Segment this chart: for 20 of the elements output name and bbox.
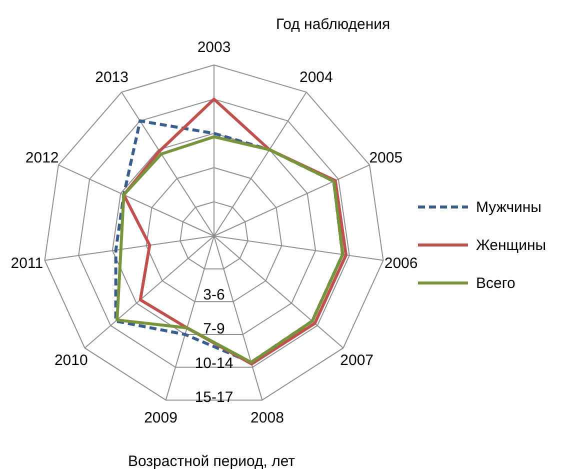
spoke-label: 2008: [250, 409, 284, 426]
spoke-label: 2003: [197, 39, 231, 56]
legend-label: Женщины: [476, 236, 546, 254]
spoke-label: 2013: [95, 69, 129, 86]
y-tick-label: 10-14: [194, 354, 234, 372]
spoke-label: 2011: [10, 254, 44, 272]
spoke-label: 2012: [25, 149, 59, 166]
y-tick-label: 7-9: [203, 320, 225, 338]
spoke-label: 2005: [369, 149, 403, 166]
spoke-label: 2006: [384, 254, 418, 272]
legend-label: Всего: [476, 274, 516, 292]
text: Возрастной период, лет: [128, 453, 296, 469]
spoke-label: 2009: [144, 409, 178, 426]
text: Год наблюдения: [276, 16, 390, 33]
spoke-label: 2004: [299, 69, 333, 86]
legend-label: Мужчины: [476, 198, 542, 216]
spoke-label: 2010: [54, 352, 88, 369]
y-tick-label: 15-17: [194, 389, 234, 406]
spoke-label: 2007: [340, 352, 374, 369]
y-tick-label: 3-6: [203, 286, 225, 304]
